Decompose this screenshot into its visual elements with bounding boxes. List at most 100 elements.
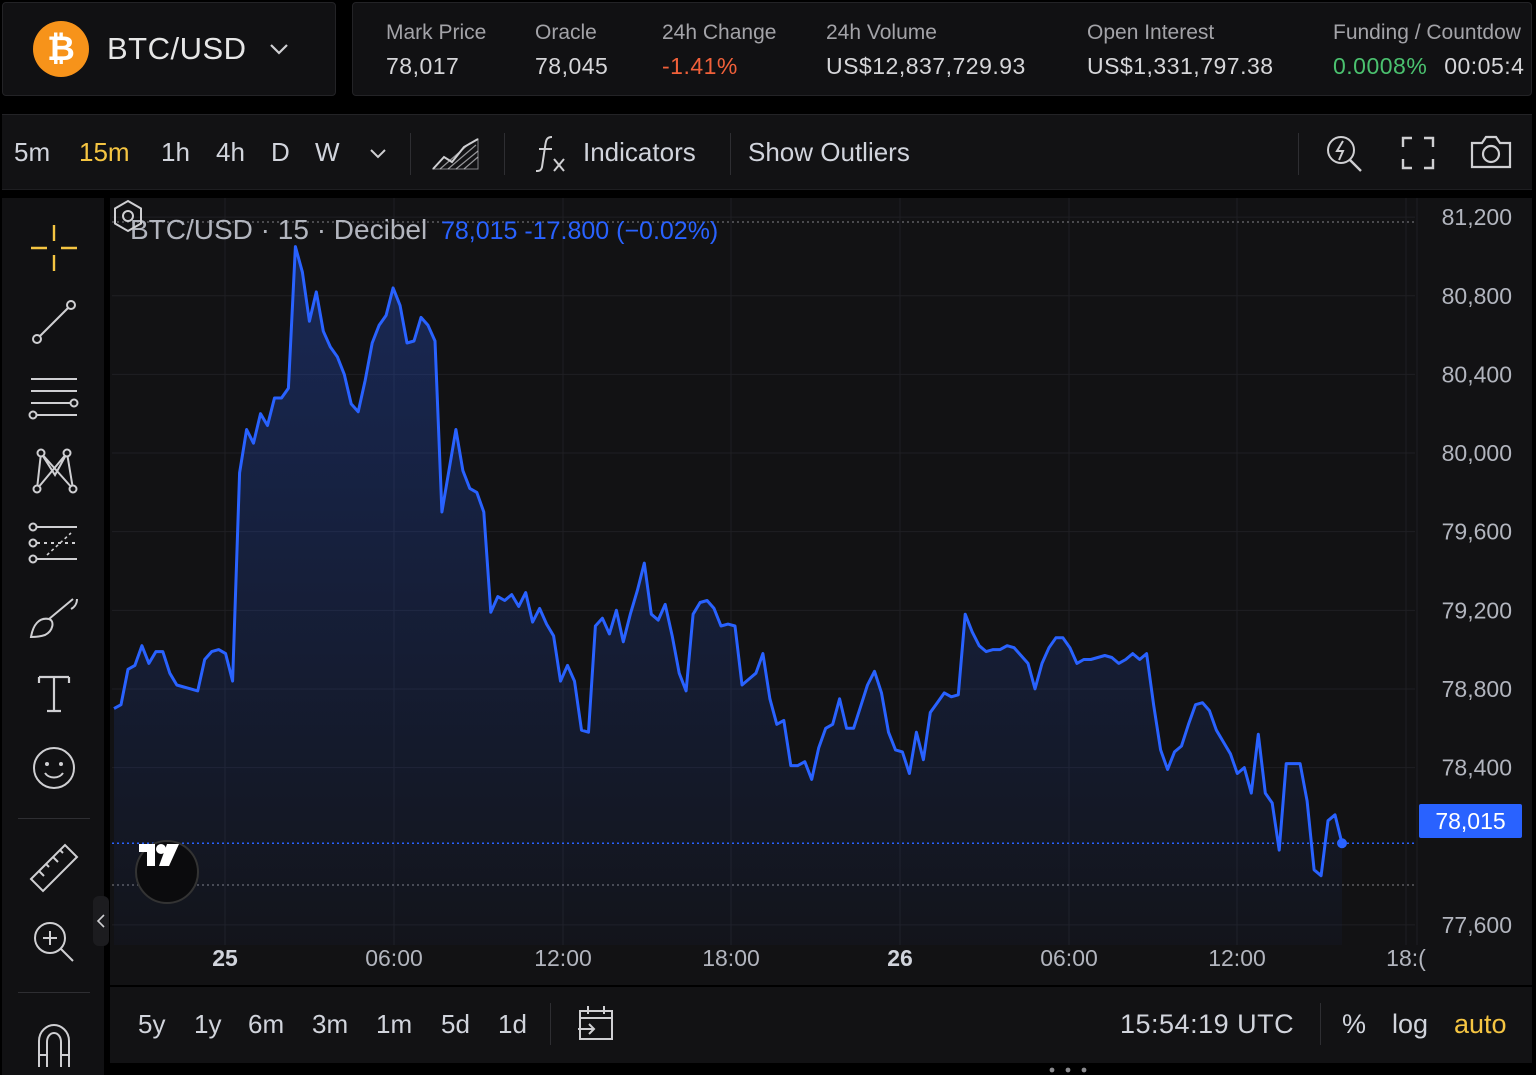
- price-line: [113, 245, 1344, 878]
- brush-tool[interactable]: [26, 590, 82, 646]
- ruler-icon: [29, 843, 79, 893]
- stat-value: 78,045: [535, 53, 609, 79]
- price-area-fill: [114, 246, 1342, 946]
- brush-icon: [29, 598, 78, 639]
- timeframe-w[interactable]: W: [315, 137, 340, 167]
- stat-24h-volume: 24h Volume US$12,837,729.93: [826, 21, 1026, 80]
- magnet-icon: [38, 1023, 70, 1067]
- chart-settings-icon[interactable]: [110, 198, 146, 234]
- stat-24h-change: 24h Change -1.41%: [662, 21, 776, 80]
- stat-value: 78,017: [386, 53, 460, 79]
- forecast-tool[interactable]: [26, 516, 82, 572]
- chart-canvas[interactable]: 81,200 80,800 80,400 80,000 79,600 79,200 78,8…: [110, 198, 1532, 985]
- stat-label: Funding / Countdow: [1333, 21, 1521, 44]
- more-dots-icon[interactable]: [1046, 1066, 1090, 1074]
- y-axis-tick-label: 80,400: [1442, 361, 1512, 387]
- x-axis-tick-label: 18:00: [702, 945, 760, 971]
- toolbar-divider: [730, 133, 731, 175]
- crosshair-tool[interactable]: [26, 220, 82, 276]
- emoji-tool[interactable]: [26, 740, 82, 796]
- forecast-icon: [28, 522, 77, 564]
- tv-logo-mark: [139, 844, 179, 866]
- y-axis-tick-label: 80,000: [1442, 440, 1512, 466]
- x-axis-tick-label: 06:00: [365, 945, 423, 971]
- log-scale-button[interactable]: log: [1392, 1009, 1429, 1039]
- indicators-button[interactable]: Indicators: [583, 137, 696, 167]
- fullscreen-icon[interactable]: [1400, 135, 1436, 171]
- bitcoin-icon: ₿: [33, 21, 89, 77]
- zoom-in-tool[interactable]: [26, 914, 82, 970]
- y-axis-tick-label: 80,800: [1442, 283, 1512, 309]
- legend-values: 78,015 -17.800 (−0.02%): [440, 217, 719, 245]
- x-axis-tick-label: 12:00: [534, 945, 592, 971]
- go-to-date-icon[interactable]: [576, 1003, 616, 1043]
- trendline-tool[interactable]: [26, 294, 82, 350]
- show-outliers-button[interactable]: Show Outliers: [748, 137, 910, 167]
- auto-scale-button[interactable]: auto: [1454, 1009, 1507, 1039]
- price-chart[interactable]: 81,200 80,800 80,400 80,000 79,600 79,200 78,8…: [110, 198, 1532, 985]
- timeframe-1h[interactable]: 1h: [161, 137, 190, 167]
- x-axis-tick-label: 12:00: [1208, 945, 1266, 971]
- pattern-tool[interactable]: [26, 442, 82, 498]
- quick-search-icon[interactable]: [1324, 133, 1364, 173]
- utc-clock[interactable]: 15:54:19 UTC: [1120, 1009, 1295, 1039]
- toolbar-divider: [1320, 1003, 1321, 1045]
- range-3m[interactable]: 3m: [312, 1009, 349, 1039]
- toolbar-divider: [550, 1003, 551, 1045]
- stat-label: 24h Volume: [826, 21, 937, 44]
- stat-label: 24h Change: [662, 21, 777, 44]
- y-axis-tick-label: 79,200: [1442, 597, 1512, 623]
- last-price-label: 78,015: [1419, 804, 1522, 838]
- stat-funding: Funding / Countdow 0.0008% 00:05:4: [1333, 21, 1524, 80]
- fib-retracement-icon: [28, 378, 79, 420]
- toolbar-divider: [18, 818, 90, 819]
- fib-retracement-tool[interactable]: [26, 368, 82, 424]
- timeframe-4h[interactable]: 4h: [216, 137, 245, 167]
- range-1y[interactable]: 1y: [194, 1009, 222, 1039]
- timeframe-15m[interactable]: 15m: [79, 137, 130, 167]
- x-axis-tick-label: 06:00: [1040, 945, 1098, 971]
- measure-tool[interactable]: [26, 840, 82, 896]
- collapse-toolbar-button[interactable]: [93, 896, 109, 946]
- chart-type-area-icon[interactable]: [430, 135, 482, 173]
- stat-oracle: Oracle 78,045: [535, 21, 608, 80]
- drawing-toolbar: [2, 198, 104, 1075]
- timeframe-d[interactable]: D: [271, 137, 290, 167]
- stat-label: Open Interest: [1087, 21, 1215, 44]
- stat-open-interest: Open Interest US$1,331,797.38: [1087, 21, 1274, 80]
- toolbar-divider: [504, 133, 505, 175]
- range-1d[interactable]: 1d: [498, 1009, 527, 1039]
- market-stats: Mark Price 78,017 Oracle 78,045 24h Chan…: [352, 2, 1532, 96]
- zoom-in-icon: [34, 922, 74, 962]
- y-axis-tick-label: 78,400: [1442, 755, 1512, 781]
- pair-selector[interactable]: ₿ BTC/USD: [2, 2, 336, 96]
- emoji-icon: [33, 747, 75, 789]
- range-1m[interactable]: 1m: [376, 1009, 413, 1039]
- stat-value: -1.41%: [662, 53, 738, 79]
- tradingview-logo-icon[interactable]: [135, 840, 199, 904]
- stat-value: US$12,837,729.93: [826, 53, 1026, 79]
- range-5y[interactable]: 5y: [138, 1009, 166, 1039]
- camera-screenshot-icon[interactable]: [1468, 133, 1514, 171]
- range-6m[interactable]: 6m: [248, 1009, 285, 1039]
- x-axis-tick-label: 25: [212, 945, 238, 971]
- percent-scale-button[interactable]: %: [1342, 1009, 1367, 1039]
- magnet-tool[interactable]: [26, 1014, 82, 1070]
- timeframe-5m[interactable]: 5m: [14, 137, 51, 167]
- chart-legend: BTC/USD · 15 · Decibel 78,015 -17.800 (−…: [130, 214, 718, 246]
- x-axis-tick-label: 18:(: [1386, 945, 1426, 971]
- text-tool[interactable]: [26, 664, 82, 720]
- funding-countdown: 00:05:4: [1444, 53, 1525, 79]
- chevron-down-icon: [269, 44, 288, 55]
- chart-bottom-bar: 5y 1y 6m 3m 1m 5d 1d 15:54:19 UTC % log …: [110, 987, 1532, 1063]
- toolbar-divider: [18, 992, 90, 993]
- timeframe-dropdown-chevron-icon[interactable]: [368, 145, 388, 161]
- range-5d[interactable]: 5d: [441, 1009, 470, 1039]
- x-axis-tick-label: 26: [887, 945, 913, 971]
- function-fx-icon[interactable]: [532, 133, 568, 173]
- pattern-icon: [32, 448, 78, 494]
- y-axis-tick-label: 81,200: [1442, 204, 1512, 230]
- crosshair-icon: [31, 225, 77, 271]
- funding-rate: 0.0008%: [1333, 53, 1428, 79]
- stat-value: US$1,331,797.38: [1087, 53, 1274, 79]
